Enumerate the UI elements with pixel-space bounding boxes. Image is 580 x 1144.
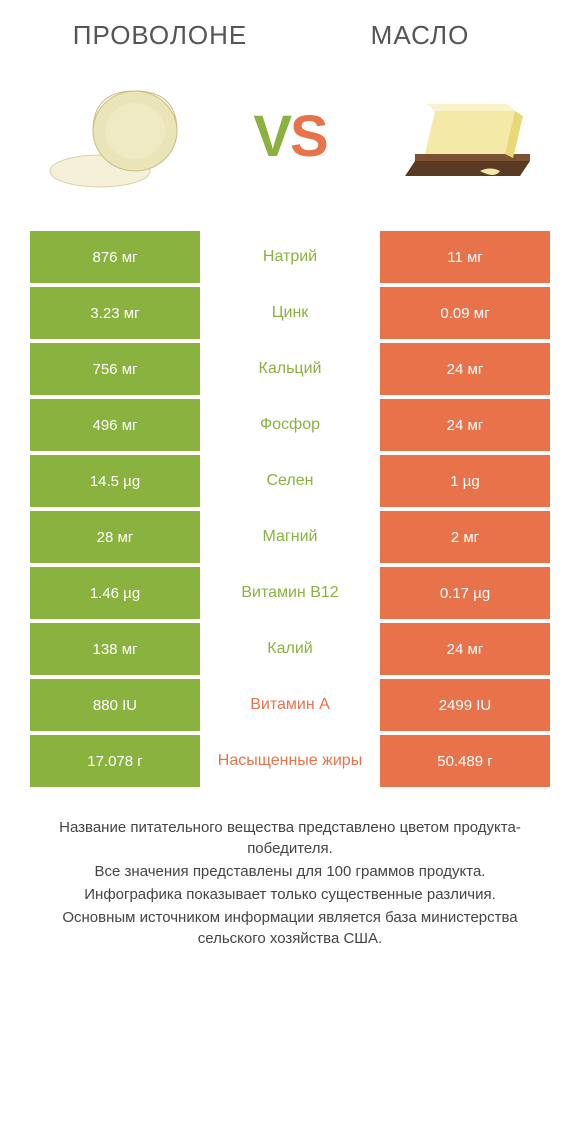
table-row: 28 мгМагний2 мг [30,511,550,563]
value-left: 3.23 мг [30,287,200,339]
nutrient-label: Магний [200,511,380,563]
value-right: 11 мг [380,231,550,283]
footer-line: Основным источником информации является … [40,907,540,949]
product-image-right [380,71,540,201]
product-image-left [40,71,200,201]
footer-text: Название питательного вещества представл… [30,817,550,949]
table-row: 1.46 µgВитамин B120.17 µg [30,567,550,619]
value-left: 138 мг [30,623,200,675]
value-left: 876 мг [30,231,200,283]
comparison-table: 876 мгНатрий11 мг3.23 мгЦинк0.09 мг756 м… [30,231,550,787]
title-left: ПРОВОЛОНЕ [30,20,290,51]
table-row: 876 мгНатрий11 мг [30,231,550,283]
footer-line: Все значения представлены для 100 граммо… [40,861,540,882]
vs-s: S [290,103,327,170]
nutrient-label: Витамин A [200,679,380,731]
value-left: 1.46 µg [30,567,200,619]
table-row: 3.23 мгЦинк0.09 мг [30,287,550,339]
nutrient-label: Витамин B12 [200,567,380,619]
value-right: 50.489 г [380,735,550,787]
value-right: 24 мг [380,343,550,395]
value-left: 14.5 µg [30,455,200,507]
value-left: 880 IU [30,679,200,731]
table-row: 880 IUВитамин A2499 IU [30,679,550,731]
value-left: 496 мг [30,399,200,451]
nutrient-label: Натрий [200,231,380,283]
table-row: 14.5 µgСелен1 µg [30,455,550,507]
value-right: 1 µg [380,455,550,507]
value-right: 0.09 мг [380,287,550,339]
footer-line: Инфографика показывает только существенн… [40,884,540,905]
nutrient-label: Фосфор [200,399,380,451]
value-left: 17.078 г [30,735,200,787]
nutrient-label: Калий [200,623,380,675]
table-row: 756 мгКальций24 мг [30,343,550,395]
table-row: 496 мгФосфор24 мг [30,399,550,451]
table-row: 17.078 гНасыщенные жиры50.489 г [30,735,550,787]
value-left: 28 мг [30,511,200,563]
butter-icon [385,76,535,196]
value-left: 756 мг [30,343,200,395]
value-right: 2 мг [380,511,550,563]
infographic-container: ПРОВОЛОНЕ МАСЛО VS 8 [0,0,580,971]
nutrient-label: Кальций [200,343,380,395]
vs-v: V [253,103,290,170]
value-right: 0.17 µg [380,567,550,619]
provolone-icon [45,76,195,196]
nutrient-label: Насыщенные жиры [200,735,380,787]
title-right: МАСЛО [290,20,550,51]
titles-row: ПРОВОЛОНЕ МАСЛО [30,20,550,51]
images-row: VS [30,71,550,201]
value-right: 2499 IU [380,679,550,731]
value-right: 24 мг [380,623,550,675]
table-row: 138 мгКалий24 мг [30,623,550,675]
nutrient-label: Селен [200,455,380,507]
footer-line: Название питательного вещества представл… [40,817,540,859]
nutrient-label: Цинк [200,287,380,339]
vs-label: VS [253,103,326,170]
value-right: 24 мг [380,399,550,451]
